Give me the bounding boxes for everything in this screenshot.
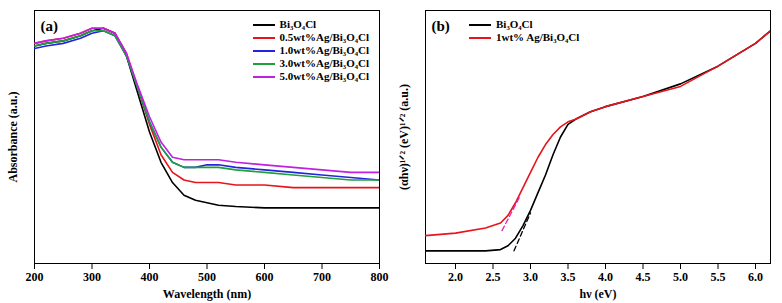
svg-text:4.5: 4.5 xyxy=(636,270,651,284)
svg-text:200: 200 xyxy=(26,270,44,284)
html-text:0.5wt%Ag/Bi₃O₄Cl: 0.5wt%Ag/Bi₃O₄Cl xyxy=(279,31,369,43)
html-text:3.0wt%Ag/Bi₃O₄Cl: 3.0wt%Ag/Bi₃O₄Cl xyxy=(279,57,369,69)
svg-text:700: 700 xyxy=(313,270,331,284)
html-text:Bi₃O₄Cl: Bi₃O₄Cl xyxy=(496,18,533,30)
svg-text:5.0: 5.0 xyxy=(673,270,688,284)
svg-text:3.5: 3.5 xyxy=(561,270,576,284)
html-text:Bi₃O₄Cl: Bi₃O₄Cl xyxy=(279,18,317,30)
svg-text:500: 500 xyxy=(198,270,216,284)
svg-text:(b): (b) xyxy=(432,18,450,35)
svg-text:3.0: 3.0 xyxy=(523,270,538,284)
svg-text:800: 800 xyxy=(371,270,389,284)
svg-text:2.0: 2.0 xyxy=(448,270,463,284)
svg-text:Absorbance (a.u.): Absorbance (a.u.) xyxy=(6,91,20,182)
svg-text:300: 300 xyxy=(83,270,101,284)
svg-text:hν (eV): hν (eV) xyxy=(579,287,616,301)
svg-text:6.0: 6.0 xyxy=(748,270,763,284)
svg-text:400: 400 xyxy=(141,270,159,284)
svg-text:Wavelength (nm): Wavelength (nm) xyxy=(163,287,251,301)
svg-text:(αhν)¹ᐟ² (eV)¹ᐟ² (a.u.): (αhν)¹ᐟ² (eV)¹ᐟ² (a.u.) xyxy=(397,84,411,190)
svg-text:(a): (a) xyxy=(41,18,59,35)
html-text:1wt% Ag/Bi₃O₄Cl: 1wt% Ag/Bi₃O₄Cl xyxy=(496,31,580,43)
svg-text:5.5: 5.5 xyxy=(711,270,726,284)
html-text:5.0wt%Ag/Bi₃O₄Cl: 5.0wt%Ag/Bi₃O₄Cl xyxy=(279,70,369,82)
svg-text:600: 600 xyxy=(256,270,274,284)
svg-text:4.0: 4.0 xyxy=(598,270,613,284)
html-text:1.0wt%Ag/Bi₃O₄Cl: 1.0wt%Ag/Bi₃O₄Cl xyxy=(279,44,369,56)
svg-text:2.5: 2.5 xyxy=(486,270,501,284)
